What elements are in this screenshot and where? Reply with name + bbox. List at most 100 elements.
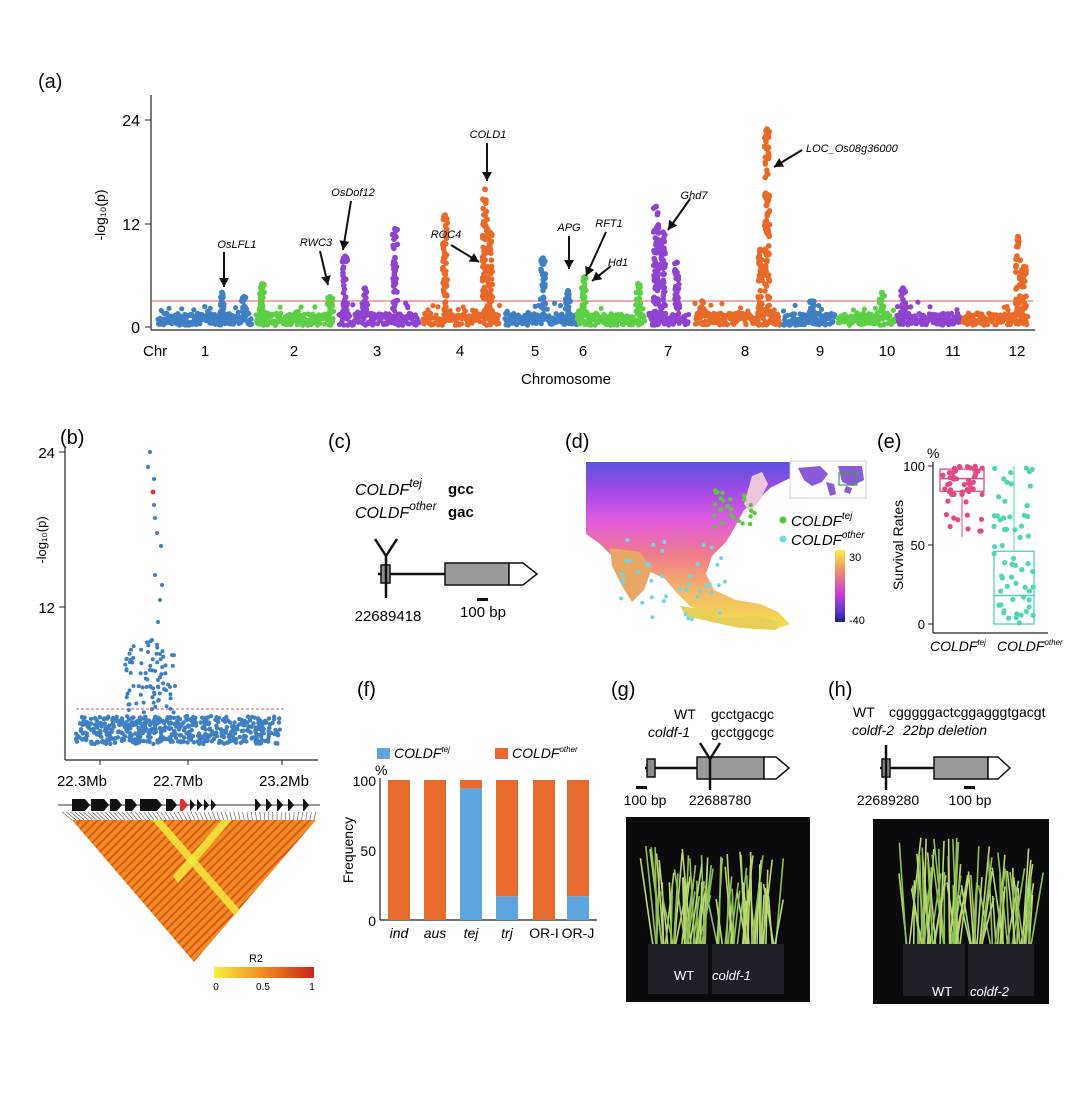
chromosome-label: 6 <box>579 343 587 360</box>
chromosome-label: 3 <box>373 343 381 360</box>
survival-point-other <box>1031 584 1036 589</box>
map-dot-other <box>696 562 700 566</box>
ld-connector <box>66 812 76 820</box>
regional-snp <box>152 701 156 705</box>
regional-snp <box>238 735 242 739</box>
snp-peak-point <box>540 277 546 283</box>
map-dot-other <box>619 597 623 601</box>
regional-snp <box>128 688 132 692</box>
gene-arrow-head <box>219 278 229 287</box>
regional-snp <box>113 741 117 745</box>
map-dot-other <box>690 617 694 621</box>
map-dot-other <box>702 543 706 547</box>
ld-connector <box>127 812 134 820</box>
snp-top-point <box>674 260 680 266</box>
y-axis-label: -log₁₀(p) <box>92 190 108 241</box>
map-dot-other <box>651 543 655 547</box>
regional-snp <box>125 729 129 733</box>
g-position: 22688780 <box>689 792 752 808</box>
snp-point <box>642 318 647 323</box>
regional-snp <box>226 740 230 744</box>
gene-arrow <box>125 799 137 811</box>
chromosome-label: 2 <box>290 343 298 360</box>
manhattan-points <box>155 126 1030 328</box>
snp-peak-point <box>488 251 494 257</box>
survival-point-other <box>998 589 1003 594</box>
g-mut-seq: gcctggcgc <box>711 724 774 740</box>
map-dot-tej <box>749 503 753 507</box>
snp-peak-point <box>1015 307 1021 313</box>
regional-snp <box>249 730 253 734</box>
regional-snp <box>253 725 257 729</box>
regional-snp <box>153 573 157 577</box>
survival-chart: % 100 50 0 Survival Rates COLDFtej COLDF… <box>890 445 1063 654</box>
gene-arrow <box>303 799 309 811</box>
snp-point <box>299 304 304 309</box>
regional-snp <box>164 664 168 668</box>
regional-snp <box>273 728 277 732</box>
snp-peak-point <box>489 298 495 304</box>
snp-peak-point <box>489 257 495 263</box>
ld-tick-1: 1 <box>309 982 315 993</box>
gene-label: RFT1 <box>595 218 623 230</box>
snp-peak-point <box>360 309 366 315</box>
snp-top-point <box>219 290 225 296</box>
map-dot-tej <box>718 508 722 512</box>
snp-peak-point <box>393 234 399 240</box>
snp-point <box>459 321 464 326</box>
regional-snp <box>158 691 162 695</box>
panel-label-b: (b) <box>60 427 84 449</box>
snp-peak-point <box>541 302 547 308</box>
snp-top-point <box>327 294 333 300</box>
snp-top-point <box>259 281 265 287</box>
gene-arrow <box>166 799 177 811</box>
ld-connector <box>165 812 170 820</box>
y-ticks: 24 12 0 <box>122 113 151 337</box>
map-dot-other <box>660 574 664 578</box>
ld-connector <box>251 812 252 820</box>
regional-snp <box>201 726 205 730</box>
snp-peak-point <box>697 311 703 317</box>
snp-peak-point <box>1018 257 1024 263</box>
snp-peak-point <box>662 264 668 270</box>
h-scale: 100 bp <box>949 792 992 808</box>
regional-snp <box>125 668 129 672</box>
snp-peak-point <box>343 294 349 300</box>
snp-peak-point <box>763 139 769 145</box>
ld-connector <box>96 812 104 820</box>
snp-point <box>781 308 786 313</box>
map-dot-other <box>723 580 727 584</box>
regional-snp <box>153 516 157 520</box>
snp-peak-point <box>220 307 226 313</box>
regional-snp <box>216 720 220 724</box>
regional-snp <box>227 733 231 737</box>
regional-snp <box>144 677 148 681</box>
snp-peak-point <box>580 294 586 300</box>
snp-peak-point <box>675 295 681 301</box>
regional-snp <box>270 721 274 725</box>
coldf2-structure: WT cgggggactcggagggtgacgt coldf-2 22bp d… <box>852 704 1046 808</box>
regional-snp <box>263 719 267 723</box>
snp-point <box>615 323 620 328</box>
snp-point <box>1025 314 1030 319</box>
regional-snp <box>239 741 243 745</box>
h-wt-seq: cgggggactcggagggtgacgt <box>889 704 1046 720</box>
map-dot-tej <box>712 514 716 518</box>
survival-point-other <box>1010 597 1015 602</box>
snp-peak-point <box>489 239 495 245</box>
ld-connector <box>234 812 236 820</box>
snp-peak-point <box>483 197 489 203</box>
survival-point-tej <box>973 465 978 470</box>
regional-snp <box>103 728 107 732</box>
regional-snp <box>85 731 89 735</box>
g-photo-wt: WT <box>674 968 694 983</box>
snp-point <box>428 311 433 316</box>
snp-peak-point <box>673 276 679 282</box>
regional-snp <box>274 741 278 745</box>
regional-snp <box>148 664 152 668</box>
regional-snp <box>161 681 165 685</box>
bar-category: OR-J <box>562 925 595 941</box>
regional-points <box>74 450 282 746</box>
survival-point-other <box>998 602 1003 607</box>
survival-point-other <box>1023 585 1028 590</box>
